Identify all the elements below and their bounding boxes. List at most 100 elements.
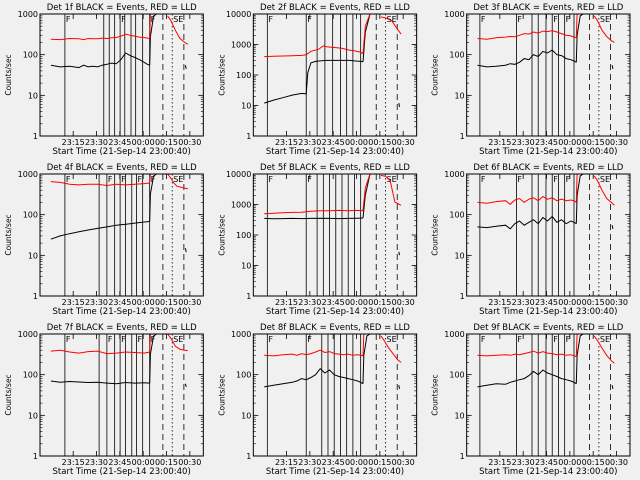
- events-rate-line: [184, 383, 187, 388]
- events-rate-line: [611, 65, 614, 69]
- y-tick-label: 1000: [231, 330, 251, 339]
- event-marker-label: F: [553, 175, 558, 184]
- x-tick-label: 00:15: [582, 298, 605, 307]
- x-tick-label: 23:30: [512, 458, 535, 467]
- event-marker-label: F: [517, 335, 522, 344]
- panel-title: Det 6f BLACK = Events, RED = LLD: [473, 163, 623, 173]
- x-tick-label: 00:00: [132, 458, 155, 467]
- events-rate-line: [477, 215, 577, 230]
- event-marker-label: F: [553, 15, 558, 24]
- y-tick-label: 10: [28, 411, 38, 420]
- lld-rate-line: [477, 195, 577, 205]
- events-rate-line: [611, 225, 614, 229]
- y-axis-label: Counts/sec: [431, 214, 440, 255]
- events-rate-line: [398, 103, 400, 107]
- plot-frame: [39, 173, 204, 297]
- lld-rate-line: [167, 15, 189, 45]
- y-axis-label: Counts/sec: [4, 374, 13, 415]
- x-tick-label: 23:30: [298, 458, 321, 467]
- plot-frame: [252, 13, 418, 137]
- y-tick-label: 1000: [231, 41, 251, 50]
- y-tick-label: 100: [23, 51, 38, 60]
- panel-title: Det 2f BLACK = Events, RED = LLD: [260, 3, 410, 13]
- plot-frame: [39, 333, 204, 457]
- event-marker-label: SE: [173, 15, 183, 24]
- x-tick-label: 23:45: [322, 298, 345, 307]
- plot-frame: [466, 13, 631, 137]
- x-tick-label: 00:15: [368, 138, 391, 147]
- x-tick-label: 00:00: [558, 298, 581, 307]
- x-tick-label: 00:30: [178, 138, 201, 147]
- x-tick-label: 23:30: [512, 298, 535, 307]
- event-marker-label: F: [137, 175, 142, 184]
- event-marker-label: F: [108, 335, 113, 344]
- y-tick-label: 1000: [444, 330, 464, 339]
- panel-title: Det 1f BLACK = Events, RED = LLD: [47, 3, 197, 13]
- y-tick-label: 1: [460, 292, 465, 301]
- event-marker-label: F: [307, 335, 312, 344]
- x-tick-label: 23:45: [108, 138, 131, 147]
- y-tick-label: 10: [454, 251, 464, 260]
- x-tick-label: 23:30: [298, 138, 321, 147]
- plot-frame: [252, 173, 418, 297]
- y-axis-label: Counts/sec: [4, 54, 13, 95]
- y-tick-label: 1: [33, 292, 38, 301]
- events-rate-line: [264, 59, 364, 104]
- plot-frame: [39, 13, 204, 137]
- x-axis-label: Start Time (21-Sep-14 23:00:40): [53, 467, 191, 477]
- x-tick-label: 23:15: [62, 138, 85, 147]
- x-axis-label: Start Time (21-Sep-14 23:00:40): [53, 307, 191, 317]
- events-rate-line: [149, 173, 157, 222]
- event-marker-label: SE: [173, 335, 183, 344]
- events-rate-line: [149, 333, 157, 384]
- events-rate-line: [477, 49, 577, 68]
- y-tick-label: 10: [28, 251, 38, 260]
- x-tick-label: 00:15: [155, 138, 178, 147]
- lld-rate-line: [362, 13, 371, 54]
- y-tick-label: 1000: [18, 330, 38, 339]
- plot-frame: [252, 333, 418, 457]
- x-tick-label: 23:30: [85, 458, 108, 467]
- x-tick-label: 23:30: [85, 298, 108, 307]
- events-rate-line: [184, 65, 187, 69]
- event-marker-label: F: [566, 335, 571, 344]
- x-tick-label: 00:00: [345, 458, 368, 467]
- events-rate-line: [575, 333, 584, 384]
- y-tick-label: 1: [460, 132, 465, 141]
- x-tick-label: 00:15: [155, 298, 178, 307]
- events-rate-line: [398, 251, 400, 256]
- y-tick-label: 1: [460, 452, 465, 461]
- event-marker-label: SE: [600, 15, 610, 24]
- x-tick-label: 00:00: [132, 138, 155, 147]
- x-axis-label: Start Time (21-Sep-14 23:00:40): [266, 147, 404, 157]
- lld-rate-line: [593, 15, 615, 43]
- lld-rate-line: [380, 16, 402, 35]
- event-marker-label: F: [307, 15, 312, 24]
- events-rate-line: [362, 13, 371, 62]
- event-marker-label: SE: [173, 175, 183, 184]
- x-tick-label: 23:15: [275, 458, 298, 467]
- x-tick-label: 23:15: [488, 298, 511, 307]
- event-marker-label: SE: [600, 335, 610, 344]
- y-tick-label: 1: [246, 452, 251, 461]
- x-tick-label: 23:15: [275, 298, 298, 307]
- event-marker-label: SE: [387, 175, 397, 184]
- event-marker-label: F: [66, 15, 71, 24]
- x-tick-label: 23:45: [322, 138, 345, 147]
- x-tick-label: 00:15: [582, 138, 605, 147]
- events-rate-line: [149, 13, 157, 66]
- y-axis-label: Counts/sec: [431, 54, 440, 95]
- events-rate-line: [50, 52, 150, 69]
- y-axis-label: Counts/sec: [217, 214, 226, 255]
- events-rate-line: [264, 367, 364, 388]
- x-tick-label: 00:15: [155, 458, 178, 467]
- y-tick-label: 10: [241, 262, 251, 271]
- y-tick-label: 10000: [226, 10, 251, 19]
- lld-rate-line: [264, 45, 364, 58]
- plot-frame: [466, 173, 631, 297]
